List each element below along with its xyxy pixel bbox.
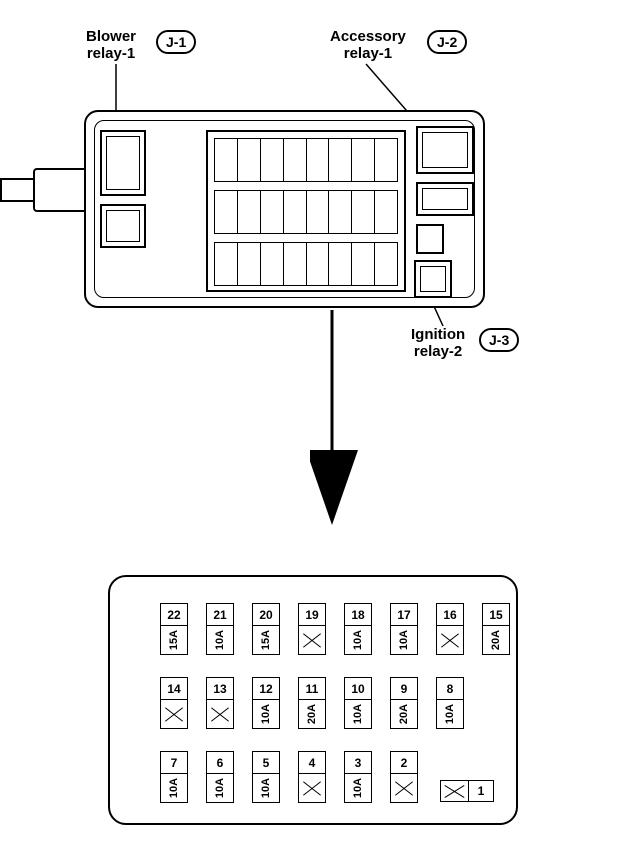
fuse-number: 7 xyxy=(160,751,188,773)
fuse-19: 19 xyxy=(298,603,326,655)
fuse-amp: 10A xyxy=(344,773,372,803)
slot xyxy=(100,204,146,248)
relay-inner xyxy=(106,136,140,190)
relay-ignition xyxy=(414,260,452,298)
fuse-number: 17 xyxy=(390,603,418,625)
relay-blower xyxy=(100,130,146,196)
detail-arrow-icon xyxy=(310,310,370,540)
mini-fuse-row xyxy=(214,138,398,182)
fuse-amp: 10A xyxy=(160,773,188,803)
relay-inner xyxy=(422,132,468,168)
fuse-amp xyxy=(436,625,464,655)
fuse-number: 5 xyxy=(252,751,280,773)
fuse-number: 18 xyxy=(344,603,372,625)
fuse-number: 9 xyxy=(390,677,418,699)
fuse-map-row-mid: 14131210A1120A1010A920A810A xyxy=(160,677,464,729)
fuse-amp: 10A xyxy=(344,699,372,729)
fuse-map-row-bot: 710A610A510A4310A2 xyxy=(160,751,418,803)
fuse-number: 15 xyxy=(482,603,510,625)
connector-housing xyxy=(33,168,91,212)
fuse-number: 10 xyxy=(344,677,372,699)
relay-accessory xyxy=(416,126,474,174)
fuse-20: 2015A xyxy=(252,603,280,655)
fuse-amp: 15A xyxy=(160,625,188,655)
slot xyxy=(416,182,474,216)
fuse-amp: 10A xyxy=(252,699,280,729)
fuse-amp xyxy=(206,699,234,729)
fuse-number: 21 xyxy=(206,603,234,625)
fuse-number: 1 xyxy=(469,781,493,801)
fuse-amp: 20A xyxy=(482,625,510,655)
mini-fuse-row xyxy=(214,190,398,234)
fuse-number: 12 xyxy=(252,677,280,699)
fuse-amp: 10A xyxy=(206,773,234,803)
fuse-15: 1520A xyxy=(482,603,510,655)
fuse-number: 3 xyxy=(344,751,372,773)
fuse-number: 22 xyxy=(160,603,188,625)
fuse-amp xyxy=(160,699,188,729)
fuse-21: 2110A xyxy=(206,603,234,655)
fuse-12: 1210A xyxy=(252,677,280,729)
fuse-map-row-top: 2215A2110A2015A191810A1710A161520A xyxy=(160,603,510,655)
mini-fuse-panel xyxy=(206,130,406,292)
fuse-amp: 10A xyxy=(390,625,418,655)
fuse-number: 11 xyxy=(298,677,326,699)
fuse-9: 920A xyxy=(390,677,418,729)
fuse-13: 13 xyxy=(206,677,234,729)
fuse-number: 8 xyxy=(436,677,464,699)
fuse-number: 16 xyxy=(436,603,464,625)
fuse-amp xyxy=(390,773,418,803)
fuse-amp: 10A xyxy=(436,699,464,729)
slot xyxy=(416,224,444,254)
fuse-amp: 20A xyxy=(390,699,418,729)
empty-indicator xyxy=(441,781,469,801)
fuse-18: 1810A xyxy=(344,603,372,655)
fuse-14: 14 xyxy=(160,677,188,729)
fuse-number: 6 xyxy=(206,751,234,773)
fuse-16: 16 xyxy=(436,603,464,655)
fuse-number: 20 xyxy=(252,603,280,625)
fuse-17: 1710A xyxy=(390,603,418,655)
slot-inner xyxy=(106,210,140,242)
fuse-slot-1: 1 xyxy=(440,780,494,802)
fuse-number: 14 xyxy=(160,677,188,699)
fuse-11: 1120A xyxy=(298,677,326,729)
fuse-amp: 15A xyxy=(252,625,280,655)
fuse-2: 2 xyxy=(390,751,418,803)
relay-inner xyxy=(420,266,446,292)
fuse-amp xyxy=(298,625,326,655)
slot-inner xyxy=(422,188,468,210)
fuse-5: 510A xyxy=(252,751,280,803)
fuse-map: 2215A2110A2015A191810A1710A161520A 14131… xyxy=(108,575,518,825)
fuse-4: 4 xyxy=(298,751,326,803)
fuse-box-outer xyxy=(84,110,485,308)
fuse-7: 710A xyxy=(160,751,188,803)
fuse-number: 13 xyxy=(206,677,234,699)
fuse-6: 610A xyxy=(206,751,234,803)
fuse-number: 4 xyxy=(298,751,326,773)
fuse-number: 19 xyxy=(298,603,326,625)
fuse-amp: 10A xyxy=(206,625,234,655)
fuse-8: 810A xyxy=(436,677,464,729)
fuse-22: 2215A xyxy=(160,603,188,655)
fuse-amp: 10A xyxy=(344,625,372,655)
fuse-amp xyxy=(298,773,326,803)
fuse-3: 310A xyxy=(344,751,372,803)
fuse-amp: 20A xyxy=(298,699,326,729)
fuse-amp: 10A xyxy=(252,773,280,803)
mini-fuse-row xyxy=(214,242,398,286)
fuse-number: 2 xyxy=(390,751,418,773)
fuse-10: 1010A xyxy=(344,677,372,729)
